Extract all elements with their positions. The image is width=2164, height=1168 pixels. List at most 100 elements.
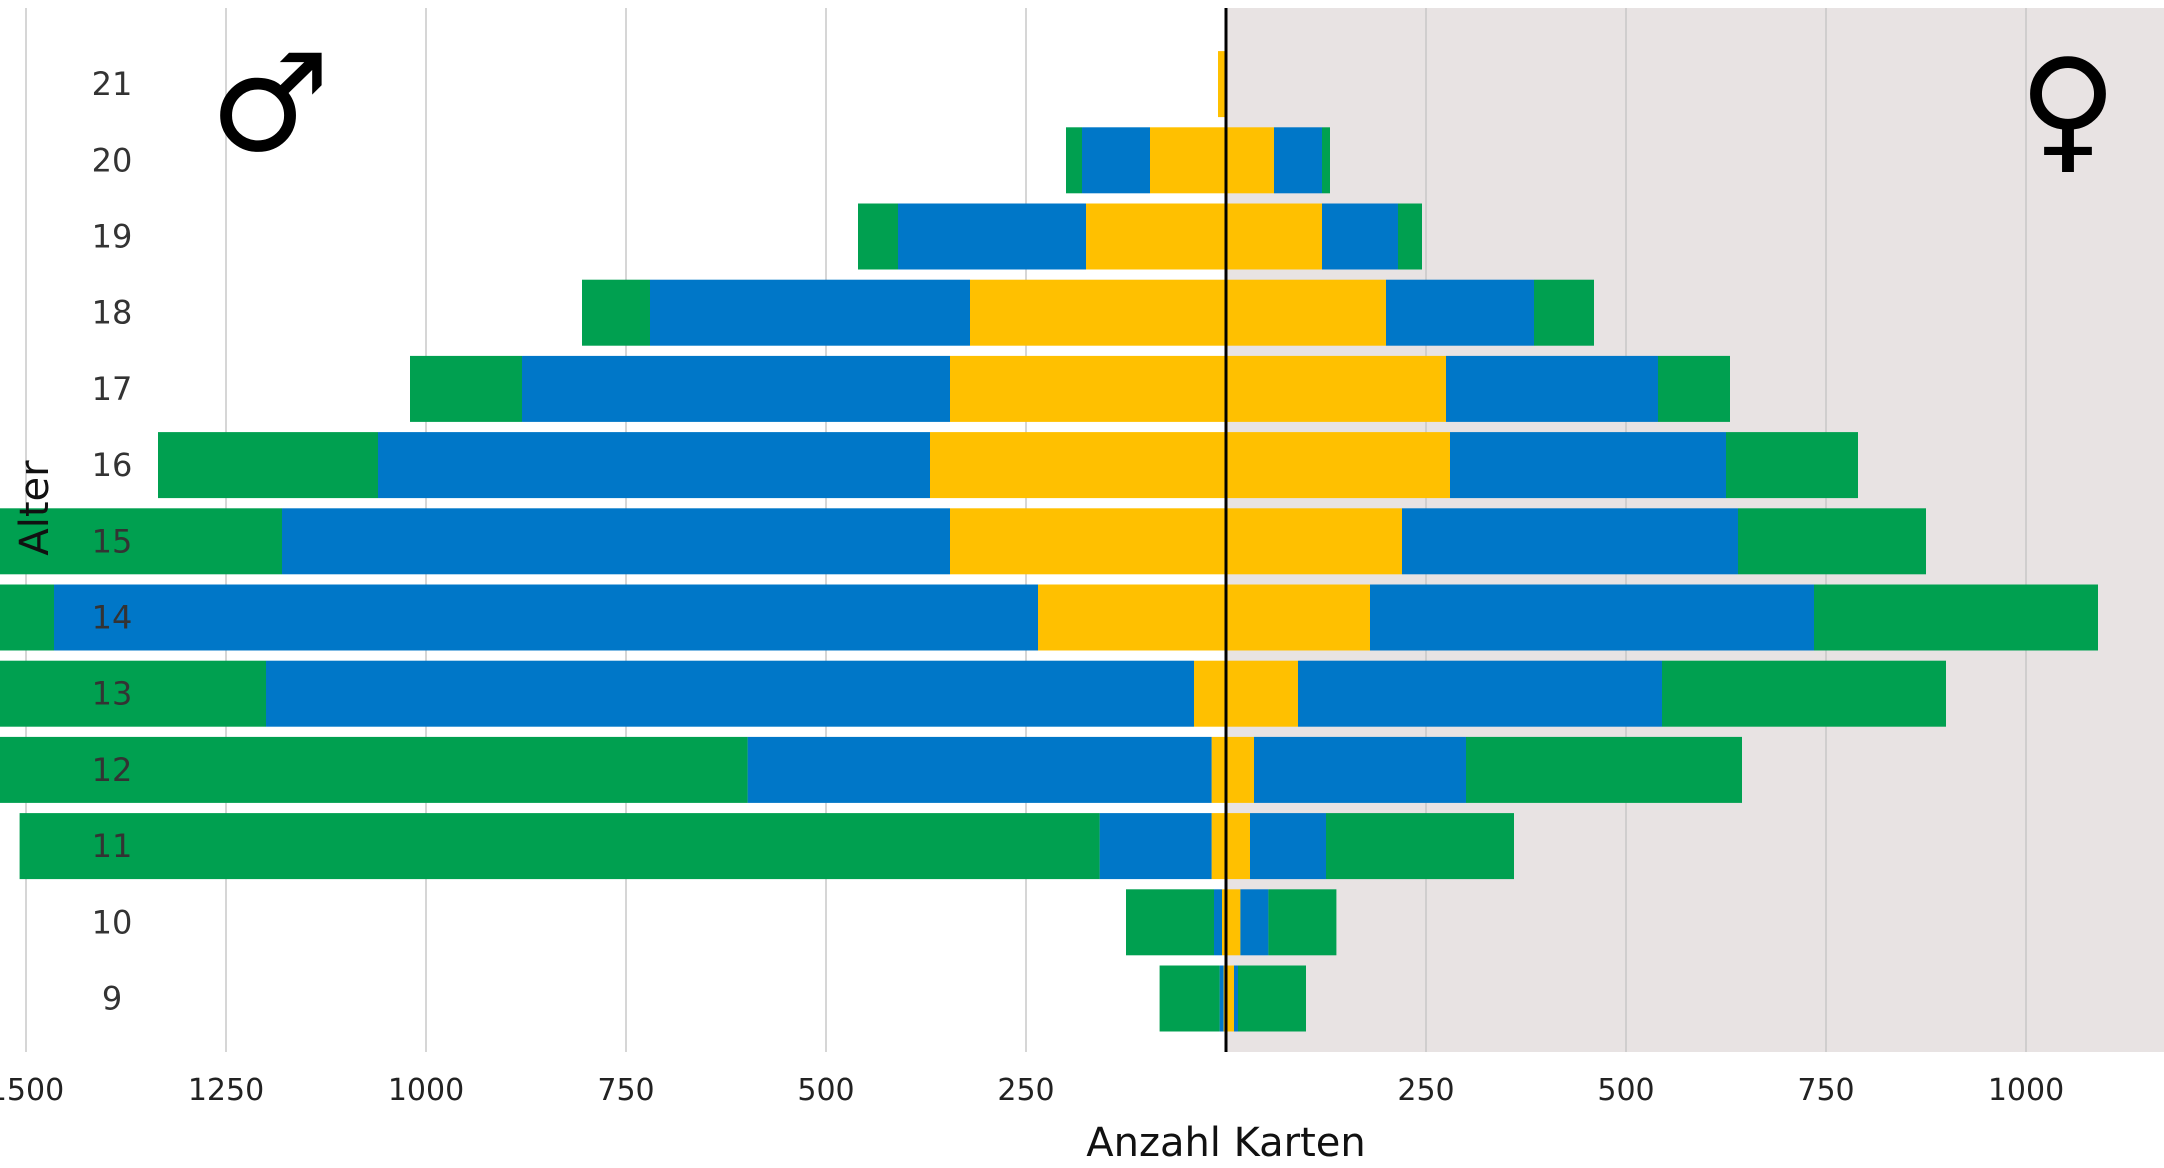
bar-male-13-s1 <box>266 660 1194 727</box>
y-tick-label: 13 <box>92 675 133 713</box>
y-tick-label: 15 <box>92 522 133 560</box>
x-tick-label-female: 500 <box>1597 1073 1654 1108</box>
y-tick-label: 17 <box>92 370 133 408</box>
y-tick-label: 11 <box>92 827 133 865</box>
bar-male-9-s1 <box>1219 965 1224 1032</box>
bar-male-11-s2 <box>19 813 1100 880</box>
bar-male-16-s1 <box>378 432 930 499</box>
bar-female-19-s0 <box>1226 203 1322 270</box>
x-tick-label-male: 1000 <box>388 1073 464 1108</box>
y-tick-label: 21 <box>92 65 133 103</box>
y-tick-labels: 21 20 19 18 17 16 15 14 13 12 11 10 9 <box>92 65 133 1017</box>
bar-male-19-s0 <box>1086 203 1226 270</box>
bar-female-12-s1 <box>1254 736 1466 803</box>
bar-male-16-s0 <box>930 432 1226 499</box>
bar-female-16-s0 <box>1226 432 1450 499</box>
y-tick-label: 12 <box>92 751 133 789</box>
y-axis-title: Alter <box>12 460 58 556</box>
bar-male-12-s0 <box>1211 736 1226 803</box>
bar-female-13-s1 <box>1298 660 1662 727</box>
x-tick-label-male: 500 <box>797 1073 854 1108</box>
bar-female-11-s1 <box>1250 813 1326 880</box>
bar-male-14-s2 <box>0 584 54 651</box>
bar-male-20-s2 <box>1066 127 1082 194</box>
bar-male-13-s0 <box>1194 660 1226 727</box>
bar-female-15-s2 <box>1738 508 1926 575</box>
bar-female-17-s2 <box>1658 355 1730 422</box>
bar-female-14-s2 <box>1814 584 2098 651</box>
x-tick-label-female: 250 <box>1397 1073 1454 1108</box>
bar-male-14-s1 <box>54 584 1038 651</box>
bar-female-12-s0 <box>1226 736 1254 803</box>
bar-female-10-s2 <box>1268 889 1337 956</box>
bar-male-11-s0 <box>1211 813 1226 880</box>
bar-female-15-s1 <box>1402 508 1738 575</box>
bar-female-17-s1 <box>1446 355 1658 422</box>
x-tick-labels: 2500225020001750150012501000750500250250… <box>0 1073 2064 1108</box>
bar-male-13-s2 <box>0 660 266 727</box>
bar-male-10-s0 <box>1222 889 1226 956</box>
bar-female-10-s1 <box>1240 889 1269 956</box>
bar-male-12-s1 <box>747 736 1212 803</box>
bar-female-13-s2 <box>1662 660 1946 727</box>
y-tick-label: 14 <box>92 599 133 637</box>
bar-male-18-s2 <box>582 279 650 346</box>
x-tick-label-male: 1500 <box>0 1073 64 1108</box>
y-tick-label: 18 <box>92 294 133 332</box>
bar-male-14-s0 <box>1038 584 1226 651</box>
bar-female-9-s0 <box>1226 965 1234 1032</box>
y-tick-label: 16 <box>92 446 133 484</box>
bar-male-15-s0 <box>950 508 1226 575</box>
bar-male-11-s1 <box>1099 813 1212 880</box>
bar-male-15-s2 <box>0 508 282 575</box>
x-tick-label-male: 1250 <box>188 1073 264 1108</box>
x-tick-label-female: 750 <box>1797 1073 1854 1108</box>
bar-female-10-s0 <box>1226 889 1241 956</box>
bar-male-18-s1 <box>650 279 970 346</box>
bar-female-13-s0 <box>1226 660 1298 727</box>
bar-female-20-s0 <box>1226 127 1274 194</box>
bar-female-20-s2 <box>1322 127 1330 194</box>
bar-male-21-s0 <box>1218 51 1226 118</box>
y-tick-label: 20 <box>92 141 133 179</box>
male-symbol-icon: ♂ <box>209 25 330 182</box>
bar-male-17-s0 <box>950 355 1226 422</box>
bar-male-18-s0 <box>970 279 1226 346</box>
bar-female-18-s1 <box>1386 279 1534 346</box>
bar-female-16-s2 <box>1726 432 1858 499</box>
bar-male-17-s2 <box>410 355 522 422</box>
bar-female-20-s1 <box>1274 127 1322 194</box>
bar-female-19-s2 <box>1398 203 1422 270</box>
y-tick-label: 9 <box>102 980 122 1018</box>
bar-female-15-s0 <box>1226 508 1402 575</box>
bar-female-9-s1 <box>1234 965 1238 1032</box>
bar-male-12-s2 <box>0 736 748 803</box>
bar-female-12-s2 <box>1466 736 1742 803</box>
bar-male-10-s2 <box>1126 889 1214 956</box>
y-tick-label: 19 <box>92 218 133 256</box>
bar-male-10-s1 <box>1214 889 1222 956</box>
bar-male-9-s2 <box>1159 965 1220 1032</box>
x-tick-label-male: 250 <box>997 1073 1054 1108</box>
bar-male-17-s1 <box>522 355 950 422</box>
bar-male-20-s1 <box>1082 127 1150 194</box>
y-tick-label: 10 <box>92 903 133 941</box>
bars <box>0 51 2098 1032</box>
bar-female-9-s2 <box>1238 965 1306 1032</box>
bar-female-14-s1 <box>1370 584 1814 651</box>
female-symbol-icon: ♀ <box>2019 30 2118 187</box>
bar-female-19-s1 <box>1322 203 1398 270</box>
bar-female-17-s0 <box>1226 355 1446 422</box>
x-tick-label-male: 750 <box>597 1073 654 1108</box>
bar-male-15-s1 <box>282 508 950 575</box>
bar-male-20-s0 <box>1150 127 1226 194</box>
bar-female-18-s0 <box>1226 279 1386 346</box>
bar-male-19-s1 <box>898 203 1086 270</box>
x-tick-label-female: 1000 <box>1988 1073 2064 1108</box>
bar-male-19-s2 <box>858 203 898 270</box>
bar-female-16-s1 <box>1450 432 1726 499</box>
bar-female-18-s2 <box>1534 279 1594 346</box>
bar-female-11-s0 <box>1226 813 1250 880</box>
x-axis-title: Anzahl Karten <box>1086 1120 1366 1166</box>
